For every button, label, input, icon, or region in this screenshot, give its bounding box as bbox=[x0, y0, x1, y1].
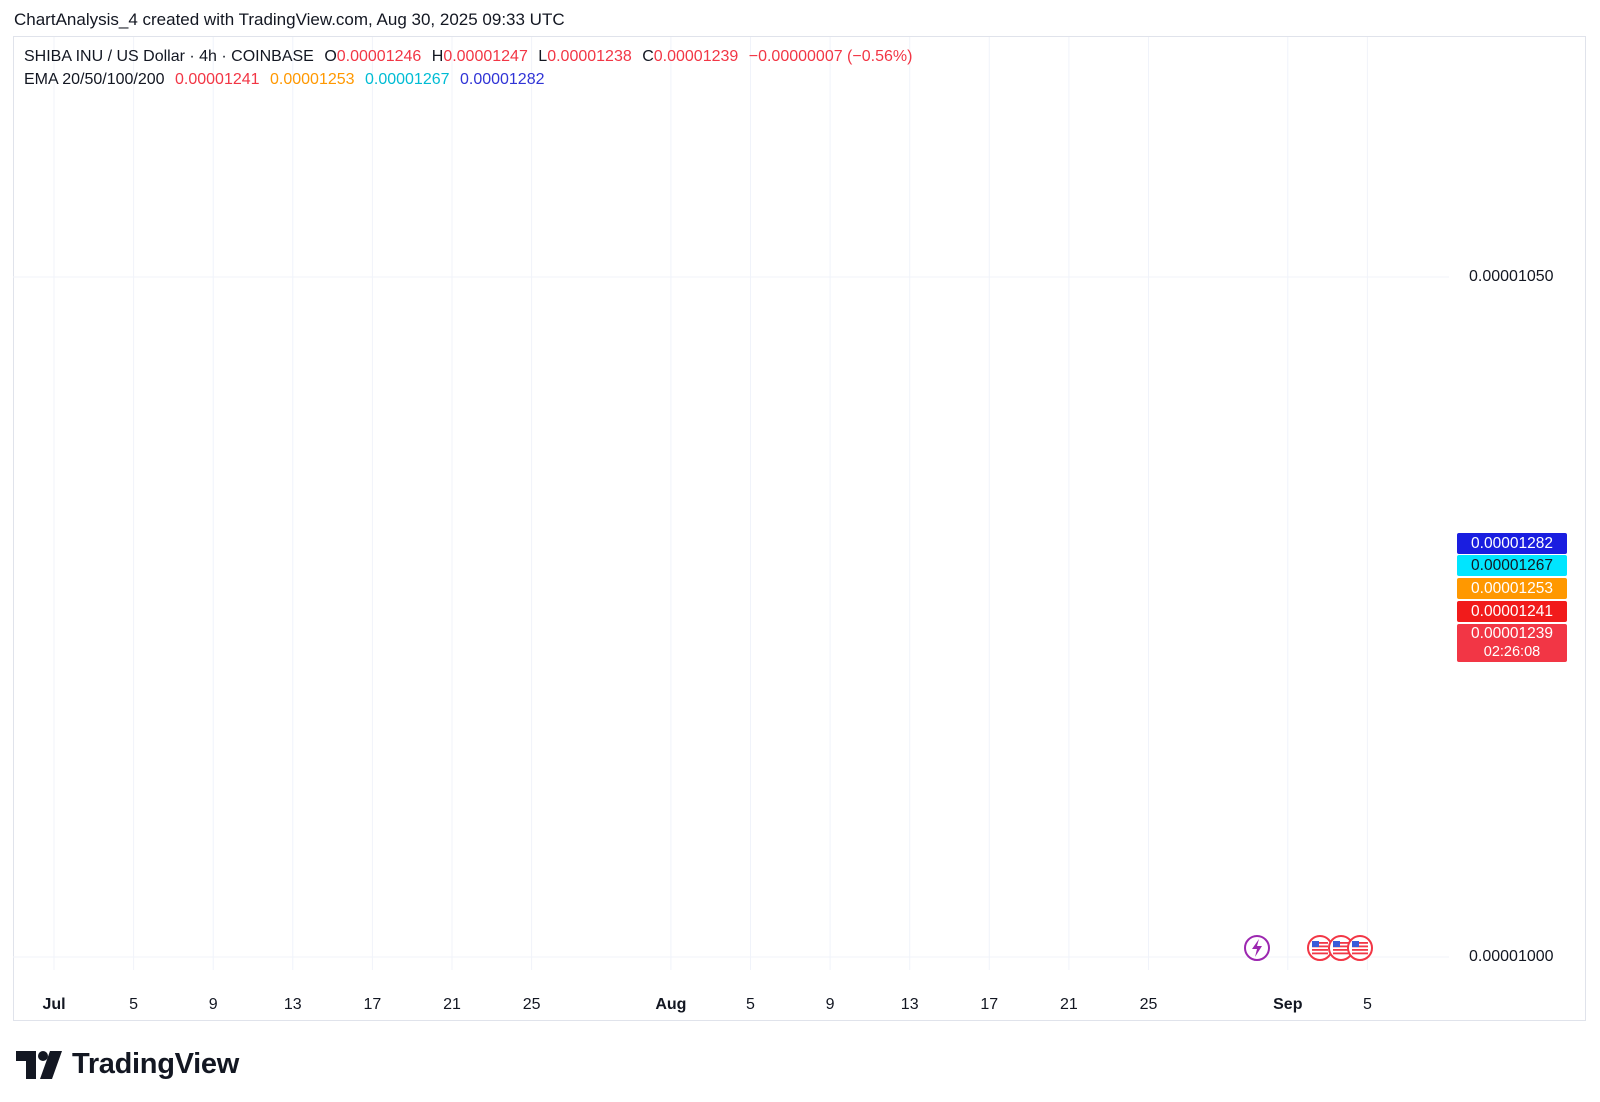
change-value: −0.00000007 (−0.56%) bbox=[748, 48, 913, 65]
x-tick-label: 9 bbox=[208, 996, 218, 1013]
x-tick-label: Jul bbox=[42, 996, 66, 1013]
close-value: C0.00001239 bbox=[642, 48, 739, 65]
symbol-title[interactable]: SHIBA INU / US Dollar · 4h · COINBASE bbox=[24, 48, 314, 65]
x-tick-label: 5 bbox=[746, 996, 755, 1013]
chart-frame bbox=[13, 36, 1586, 1021]
events bbox=[1244, 935, 1373, 961]
ema50-tag: 0.00001253 bbox=[1457, 578, 1567, 599]
open-value: O0.00001246 bbox=[324, 48, 422, 65]
x-tick-label: 21 bbox=[1059, 996, 1078, 1013]
flag-stripe bbox=[1312, 949, 1328, 951]
x-tick-label: 25 bbox=[1139, 996, 1158, 1013]
flag-stripe bbox=[1312, 952, 1328, 955]
x-tick-label: 13 bbox=[900, 996, 919, 1013]
x-tick-label: 17 bbox=[980, 996, 999, 1013]
ema100-value: 0.00001267 bbox=[364, 71, 450, 88]
x-tick-label: 17 bbox=[363, 996, 382, 1013]
countdown: 02:26:08 bbox=[1483, 644, 1541, 660]
flag-circle bbox=[1347, 935, 1373, 961]
flag-canton bbox=[1333, 941, 1340, 947]
grid bbox=[13, 37, 1449, 970]
ema200-tag: 0.00001282 bbox=[1457, 533, 1567, 554]
ema-legend: EMA 20/50/100/200 0.00001241 0.00001253 … bbox=[24, 71, 551, 89]
logo-text: TradingView bbox=[72, 1048, 239, 1080]
chart-header: ChartAnalysis_4 created with TradingView… bbox=[14, 10, 565, 29]
high-value: H0.00001247 bbox=[431, 48, 528, 65]
ohlc-legend: SHIBA INU / US Dollar · 4h · COINBASE O0… bbox=[24, 48, 918, 66]
event-bolt-icon bbox=[1244, 935, 1270, 961]
flag-stripe bbox=[1333, 952, 1349, 955]
flag-stripe bbox=[1333, 949, 1349, 951]
flag-canton bbox=[1352, 941, 1359, 947]
flag-canton bbox=[1312, 941, 1319, 947]
x-tick-label: 5 bbox=[1362, 996, 1372, 1013]
ema100-tag: 0.00001267 bbox=[1457, 555, 1567, 576]
y-tick-label: 0.00001000 bbox=[1469, 948, 1554, 965]
last-price-value: 0.00001239 bbox=[1471, 625, 1553, 642]
x-tick-label: 5 bbox=[129, 996, 139, 1013]
y-tick-label: 0.00001050 bbox=[1469, 268, 1554, 285]
last-price-tag: 0.00001239 02:26:08 bbox=[1457, 624, 1567, 662]
flag-stripe bbox=[1333, 942, 1349, 944]
x-tick-label: 21 bbox=[443, 996, 461, 1013]
tradingview-logo[interactable]: TradingView bbox=[16, 1048, 239, 1081]
x-tick-label: Sep bbox=[1273, 996, 1303, 1013]
ema20-tag: 0.00001241 bbox=[1457, 601, 1567, 622]
event-bolt-glyph bbox=[1252, 939, 1262, 957]
flag-stripe bbox=[1352, 952, 1368, 955]
x-tick-label: 25 bbox=[522, 996, 541, 1013]
flag-stripe bbox=[1352, 949, 1368, 951]
flag-stripe bbox=[1333, 945, 1349, 948]
event-us-flag-icon bbox=[1328, 935, 1354, 961]
ema20-value: 0.00001241 bbox=[175, 71, 260, 88]
ema200-value: 0.00001282 bbox=[459, 71, 545, 88]
flag-stripe bbox=[1312, 945, 1328, 948]
flag-stripe bbox=[1352, 942, 1368, 944]
x-tick-label: Aug bbox=[655, 996, 687, 1013]
x-tick-label: 9 bbox=[825, 996, 835, 1013]
event-us-flag-icon bbox=[1347, 935, 1373, 961]
flag-stripe bbox=[1312, 942, 1328, 944]
tv-logo-icon bbox=[16, 1050, 62, 1079]
x-tick-label: 13 bbox=[283, 996, 302, 1013]
ema50-value: 0.00001253 bbox=[270, 71, 355, 88]
flag-stripe bbox=[1352, 945, 1368, 948]
low-value: L0.00001238 bbox=[538, 48, 632, 65]
ema-label[interactable]: EMA 20/50/100/200 bbox=[24, 71, 165, 88]
